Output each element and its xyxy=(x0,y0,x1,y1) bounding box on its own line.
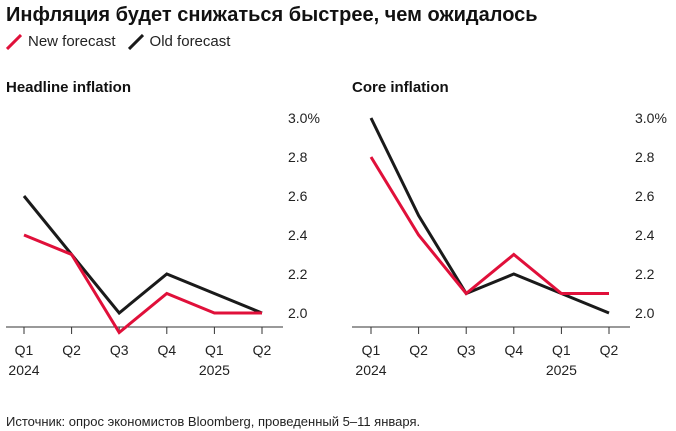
core-x-tick-label: Q3 xyxy=(457,342,476,358)
core-x-tick-label: Q2 xyxy=(600,342,619,358)
core-x-tick-label: Q2 xyxy=(409,342,428,358)
legend-label-old-forecast: Old forecast xyxy=(149,33,231,50)
headline-y-tick-label: 2.0 xyxy=(288,305,308,321)
headline-panel-title: Headline inflation xyxy=(6,79,131,96)
headline-new-forecast-line xyxy=(23,233,262,335)
core-y-tick-label: 2.4 xyxy=(635,227,655,243)
core-new-forecast-line xyxy=(369,156,609,296)
core-x-tick-label: Q4 xyxy=(504,342,523,358)
headline-x-tick-label: Q2 xyxy=(62,342,81,358)
headline-y-tick-label: 2.2 xyxy=(288,266,308,282)
core-y-tick-label: 2.8 xyxy=(635,149,655,165)
headline-year-label: 2024 xyxy=(8,362,39,378)
core-y-tick-label: 2.2 xyxy=(635,266,655,282)
old-forecast-swatch-icon xyxy=(127,33,144,50)
headline-y-tick-label: 2.8 xyxy=(288,149,308,165)
core-y-tick-label: 2.0 xyxy=(635,305,655,321)
headline-x-tick-label: Q4 xyxy=(157,342,176,358)
core-y-tick-label: 2.6 xyxy=(635,188,655,204)
headline-x-tick-label: Q2 xyxy=(253,342,272,358)
legend-label-new-forecast: New forecast xyxy=(28,33,116,50)
headline-old-forecast-line xyxy=(22,195,263,316)
legend-item-old-forecast: Old forecast xyxy=(127,33,231,50)
legend: New forecast Old forecast xyxy=(6,33,230,50)
core-y-tick-label: 3.0% xyxy=(635,110,667,126)
headline-y-tick-label: 2.6 xyxy=(288,188,308,204)
core-x-tick-label: Q1 xyxy=(552,342,571,358)
headline-y-tick-label: 3.0% xyxy=(288,110,320,126)
headline-y-tick-label: 2.4 xyxy=(288,227,308,243)
core-panel-title: Core inflation xyxy=(352,79,449,96)
headline-x-tick-label: Q1 xyxy=(205,342,224,358)
core-old-forecast-line xyxy=(369,117,610,315)
legend-item-new-forecast: New forecast xyxy=(6,33,116,50)
core-year-label: 2025 xyxy=(546,362,577,378)
core-year-label: 2024 xyxy=(355,362,386,378)
source-note: Источник: опрос экономистов Bloomberg, п… xyxy=(6,414,421,429)
headline-year-label: 2025 xyxy=(199,362,230,378)
new-forecast-swatch-icon xyxy=(6,33,22,50)
headline-x-tick-label: Q3 xyxy=(110,342,129,358)
chart-title: Инфляция будет снижаться быстрее, чем ож… xyxy=(6,4,538,26)
core-x-tick-label: Q1 xyxy=(362,342,381,358)
headline-x-tick-label: Q1 xyxy=(15,342,34,358)
